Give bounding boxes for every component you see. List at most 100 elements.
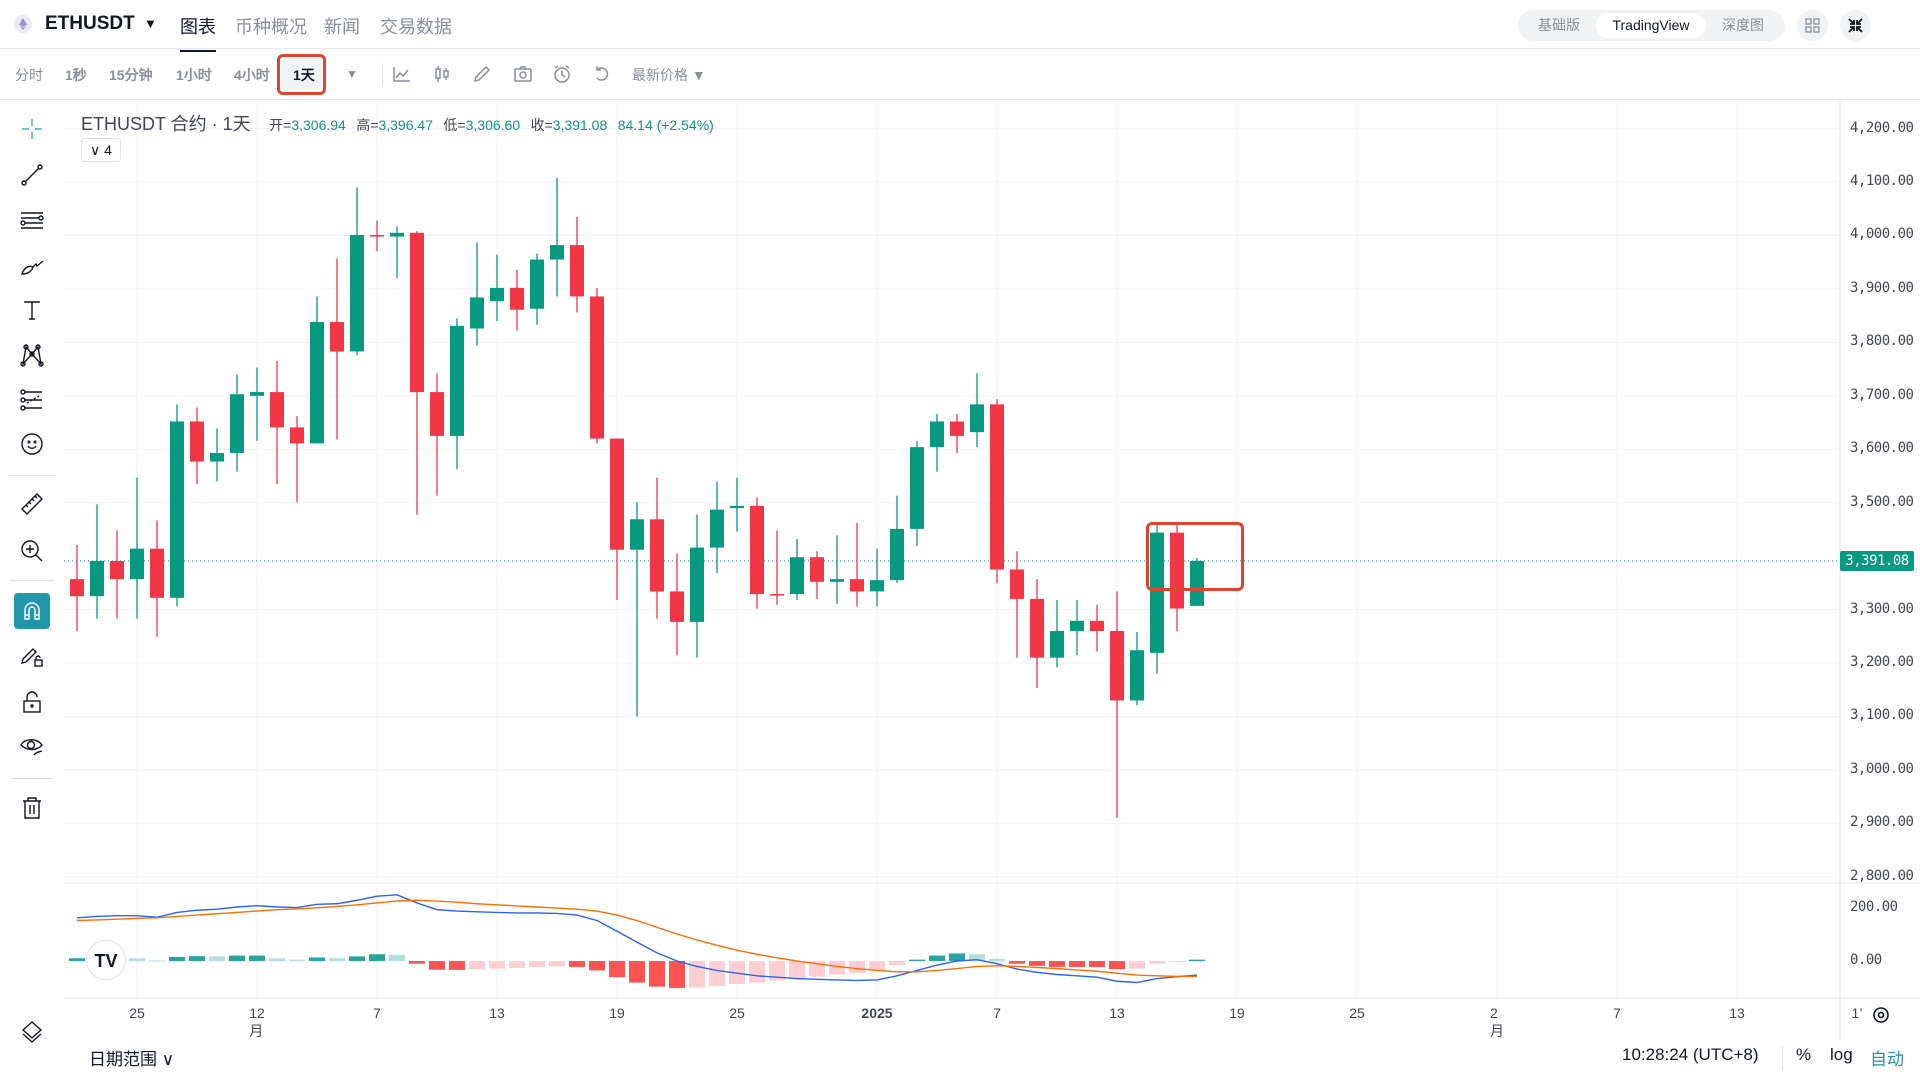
candle-down [410, 232, 424, 393]
divider [1782, 1046, 1783, 1070]
time-axis-label: 2月 [1490, 1005, 1504, 1039]
indicators-button[interactable] [391, 63, 413, 85]
brush-tool[interactable] [14, 248, 50, 284]
macd-histogram-bar [509, 961, 525, 969]
candle-up [870, 580, 884, 592]
layout-grid-button[interactable] [1797, 10, 1828, 41]
drawing-toolbar [0, 100, 64, 1080]
lock-drawings-tool[interactable] [14, 638, 50, 674]
candle-up [210, 452, 224, 462]
candle-type-button[interactable] [431, 63, 453, 85]
ethereum-logo-icon [14, 15, 32, 33]
hide-drawings-tool[interactable] [14, 728, 50, 764]
ruler-icon [21, 493, 43, 515]
magnet-mode-toggle[interactable] [14, 593, 50, 629]
macd-histogram-bar [129, 958, 145, 961]
chart-settings-icon[interactable] [1870, 1004, 1892, 1026]
object-tree-tool[interactable] [14, 1014, 50, 1050]
view-depth-button[interactable]: 深度图 [1722, 17, 1764, 33]
macd-histogram-bar [909, 959, 925, 961]
screenshot-button[interactable] [512, 63, 534, 85]
log-toggle[interactable]: log [1830, 1045, 1853, 1064]
text-tool[interactable] [14, 292, 50, 328]
crosshair-tool[interactable] [14, 111, 50, 147]
legend-low: 3,306.60 [465, 117, 521, 133]
toolbar-divider [10, 778, 54, 779]
price-axis-label: 3,600.00 [1850, 440, 1914, 457]
candle-up [550, 245, 564, 260]
pattern-tool[interactable] [14, 337, 50, 373]
macd-histogram-bar [1109, 961, 1125, 970]
emoji-tool[interactable] [14, 426, 50, 462]
candle-down [370, 234, 384, 237]
candle-down [990, 404, 1004, 570]
signal-line [76, 899, 1197, 978]
tab-trading-data[interactable]: 交易数据 [380, 17, 452, 37]
trendline-tool[interactable] [14, 157, 50, 193]
auto-scale-toggle[interactable]: 自动 [1870, 1050, 1904, 1069]
timeframe-15m[interactable]: 15分钟 [109, 67, 153, 83]
lock-all-tool[interactable] [14, 684, 50, 720]
indicators-collapse-button[interactable]: ∨ 4 [81, 138, 121, 162]
pencil-lock-icon [21, 648, 43, 667]
timeframe-1d[interactable]: 1天 [293, 67, 315, 83]
macd-histogram-bar [189, 956, 205, 961]
view-tradingview-button[interactable]: TradingView [1596, 13, 1706, 38]
price-type-dropdown[interactable]: 最新价格 ▼ [632, 67, 706, 83]
clock: 10:28:24 (UTC+8) [1622, 1045, 1759, 1064]
view-basic-button[interactable]: 基础版 [1538, 17, 1580, 33]
candle-up [910, 447, 924, 529]
smiley-icon [21, 433, 43, 455]
candle-up [230, 394, 244, 453]
tab-chart[interactable]: 图表 [180, 13, 216, 52]
candle-up [310, 322, 324, 444]
macd-histogram-bar [229, 955, 245, 961]
candle-up [1070, 620, 1084, 631]
percent-toggle[interactable]: % [1796, 1045, 1812, 1064]
macd-histogram-bar [849, 961, 865, 973]
fibonacci-tool[interactable] [14, 382, 50, 418]
macd-histogram-bar [249, 955, 265, 961]
timeframe-1s[interactable]: 1秒 [65, 67, 87, 83]
undo-icon [596, 66, 609, 81]
time-axis-label: 12月 [249, 1005, 265, 1039]
symbol-dropdown-icon[interactable]: ▼ [144, 16, 157, 31]
exit-fullscreen-button[interactable] [1840, 10, 1871, 41]
legend-close: 3,391.08 [552, 117, 608, 133]
view-mode-switch: 基础版 TradingView 深度图 [1518, 10, 1785, 41]
date-range-button[interactable]: 日期范围 ∨ [89, 1050, 175, 1069]
indicator-count: 4 [104, 142, 112, 158]
candle-down [570, 245, 584, 297]
horizontal-lines-tool[interactable] [14, 202, 50, 238]
symbol-name[interactable]: ETHUSDT [45, 13, 135, 34]
tab-coin-overview[interactable]: 币种概况 [235, 17, 307, 37]
timeframe-1h[interactable]: 1小时 [176, 67, 212, 83]
macd-histogram-bar [1169, 961, 1185, 962]
undo-button[interactable] [591, 63, 613, 85]
macd-histogram-bar [829, 961, 845, 975]
remove-drawings-tool[interactable] [14, 790, 50, 826]
price-axis-label: 3,000.00 [1850, 760, 1914, 777]
last-price-label: 3,391.08 [1840, 551, 1914, 571]
chart-toolbar: 分时 1秒 15分钟 1小时 4小时 1天 ▼ 最新价格 ▼ [0, 49, 1920, 100]
more-timeframes-dropdown[interactable]: ▼ [346, 67, 358, 81]
zoom-in-tool[interactable] [14, 533, 50, 569]
candle-down [650, 519, 664, 592]
timeframe-tick[interactable]: 分时 [15, 67, 43, 83]
candle-up [1130, 650, 1144, 701]
draw-button[interactable] [471, 63, 493, 85]
macd-histogram-bar [589, 961, 605, 971]
tradingview-logo[interactable]: TV [86, 940, 126, 980]
brush-icon [21, 260, 44, 275]
alert-button[interactable] [551, 63, 573, 85]
time-axis-label: 19 [1229, 1005, 1245, 1021]
macd-histogram-bar [1129, 961, 1145, 969]
tab-news[interactable]: 新闻 [324, 17, 360, 37]
measure-tool[interactable] [14, 486, 50, 522]
pattern-icon [20, 344, 44, 367]
macd-histogram-bar [1049, 961, 1065, 967]
price-axis-label: 4,200.00 [1850, 119, 1914, 136]
timeframe-4h[interactable]: 4小时 [234, 67, 270, 83]
chart-legend: ETHUSDT 合约 · 1天 开=3,306.94 高=3,396.47 低=… [81, 110, 714, 134]
